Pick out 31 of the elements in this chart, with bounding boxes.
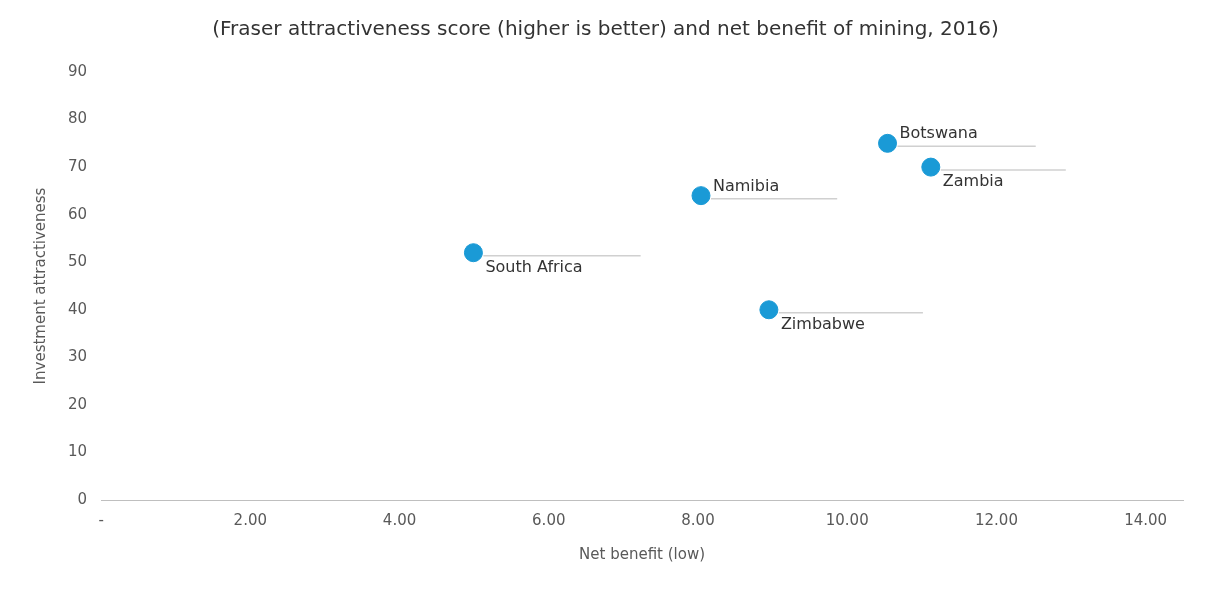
point (691, 186, 711, 206)
y-tick-label: 50 (67, 252, 88, 271)
x-tick-label: 4.00 (382, 510, 417, 529)
annotation: South Africa (485, 256, 583, 276)
x-tick-label: 2.00 (233, 510, 268, 529)
point (463, 243, 483, 263)
x-tick-label: - (98, 510, 104, 529)
y-tick-label: 80 (67, 109, 88, 128)
chart-title: (Fraser attractiveness score (higher is better) and net benefit of mining, 2016) (212, 16, 999, 41)
y-tick-label: 90 (67, 61, 88, 80)
y-tick-label: 30 (67, 347, 88, 366)
y-tick-label: 40 (67, 299, 88, 318)
annotation: Zambia (942, 171, 1004, 191)
y-tick-label: 0 (77, 489, 88, 508)
x-tick-label: 14.00 (1124, 510, 1168, 529)
x-tick-label: 12.00 (974, 510, 1018, 529)
x-tick-label: 8.00 (681, 510, 715, 529)
annotation: Namibia (712, 175, 780, 195)
y-tick-label: 60 (67, 204, 88, 223)
x-axis-title: Net benefit (low) (579, 544, 706, 563)
point (878, 133, 898, 153)
y-tick-label: 20 (67, 394, 88, 413)
y-tick-label: 70 (67, 157, 88, 175)
x-tick-label: 10.00 (825, 510, 869, 529)
y-axis-title: Investment attractiveness (30, 187, 49, 385)
annotation: Zimbabwe (780, 313, 865, 333)
x-tick-label: 6.00 (532, 510, 566, 529)
y-tick-label: 10 (67, 442, 88, 461)
point (921, 157, 941, 177)
point (759, 300, 779, 320)
annotation: Botswana (899, 123, 978, 143)
